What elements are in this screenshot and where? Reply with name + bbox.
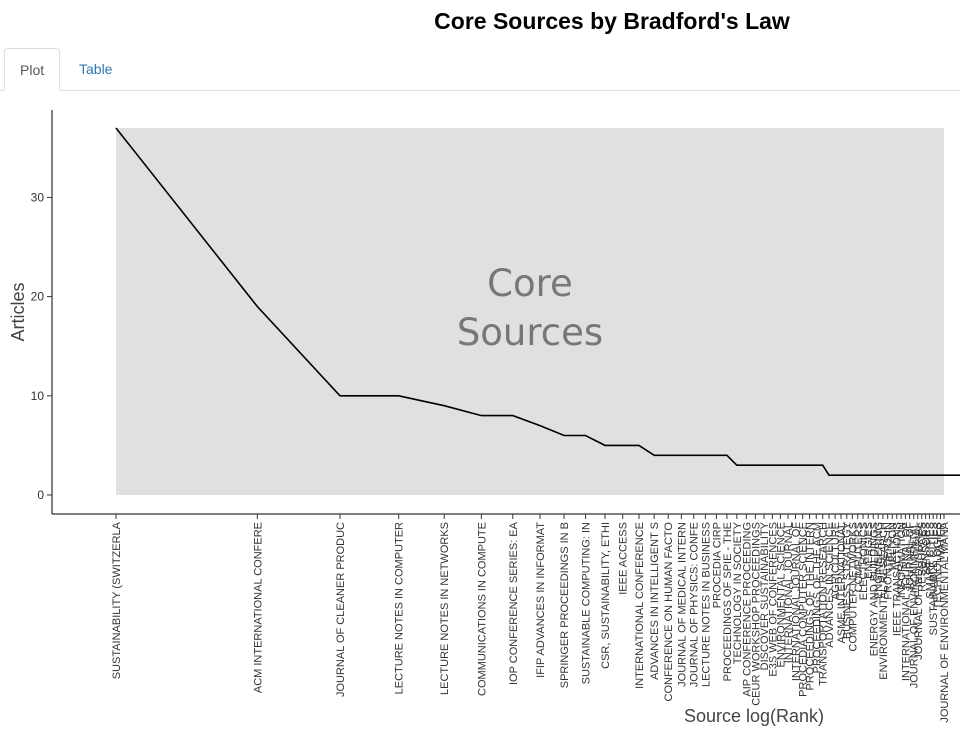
x-tick-label: PROCEDIA COMPUTER SCIENCE (798, 522, 810, 697)
x-tick-label: COMPUTERS (853, 522, 865, 592)
x-axis-label: Source log(Rank) (684, 706, 824, 726)
x-tick-label: CONFERENCE ON HUMAN FACTO (663, 522, 675, 702)
x-tick-label: COMMUNICATIONS IN COMPUTE (476, 522, 488, 696)
x-tick-label: ASME INTERNATIONAL (836, 522, 848, 643)
x-tick-label: INFORMATION (896, 522, 908, 598)
x-tick-label: AIP CONFERENCE PROCEEDING (741, 522, 753, 697)
x-tick-label: SUSTAINABLE CITIES (928, 522, 940, 636)
x-tick-label: ENERGY AND BUILDINGS (868, 522, 880, 656)
x-tick-label: JOURNAL OF ENVIRONMENTAL MANA (939, 521, 951, 722)
y-tick-label: 30 (31, 190, 45, 204)
x-tick-label: COMPUTER NETWORKS (847, 522, 859, 652)
x-tick-label: IOP CONFERENCE SERIES: EA (508, 521, 520, 685)
x-tick-label: SPRINGER PROCEEDINGS IN B (559, 522, 571, 688)
x-tick-label: ACM INTERNATIONAL CONFERE (252, 522, 264, 693)
x-tick-label: ELECTRONICS (858, 522, 870, 600)
x-tick-label: TECHNOLOGY IN SOCIETY (732, 521, 744, 664)
x-axis: SUSTAINABILITY (SWITZERLA ACM INTERNATION… (52, 513, 960, 723)
x-tick-label: AGRICULTURE (830, 522, 842, 600)
series-line (115, 127, 960, 476)
y-tick-label: 20 (31, 290, 45, 304)
x-tick-label: IEEE ACCESS (618, 522, 630, 595)
x-tick-label: PROCEDIA CIRP (711, 522, 723, 608)
x-tick-label: BUSINESS STRATEGY (842, 521, 854, 639)
x-tick-label: DISCOVER SUSTAINABILITY (759, 521, 771, 670)
x-tick-label: IFIP ADVANCES IN INFORMAT (535, 522, 547, 678)
x-tick-label: CEUR WORKSHOP PROCEEDINGS (750, 522, 762, 706)
tab-table[interactable]: Table (79, 61, 113, 77)
x-tick-label: ENVIRONMENTAL SCIENCE (775, 522, 787, 667)
x-tick-label: TECHNOLOGIES (932, 522, 944, 609)
x-tick-label: TRANSPORTATION RESEARCH (818, 522, 830, 686)
x-tick-label: LECTURE NOTES IN BUSINESS (700, 522, 712, 687)
x-tick-label: INTERNATIONAL CONFERENCE (634, 522, 646, 689)
y-axis: 0 10 20 30 (31, 110, 53, 514)
x-tick-label: SENSORS (921, 522, 933, 576)
x-tick-label: E3S WEB OF CONFERENCES (767, 522, 779, 677)
x-tick-label: SUSTAINABILITY (SWITZERLA (111, 521, 123, 679)
x-tick-label: RESOURCES (917, 522, 929, 592)
core-sources-annotation-line1: Core (487, 262, 573, 305)
x-tick-label: INTERNATIONAL JOURNAL (783, 522, 795, 663)
x-tick-label: FRONTIERS IN (883, 522, 895, 600)
core-sources-annotation-line2: Sources (457, 311, 603, 354)
x-tick-label: JOURNAL OF CLEANER PRODUC (335, 522, 347, 697)
x-tick-label: ENGINEERING (873, 522, 885, 599)
tab-plot[interactable]: Plot (4, 48, 60, 91)
x-tick-label: SUSTAINABLE COMPUTING: IN (581, 522, 593, 684)
y-axis-label: Articles (8, 282, 28, 341)
y-tick-label: 0 (37, 488, 44, 502)
x-tick-label: PROCEEDINGS OF THE ACM (811, 522, 823, 673)
x-tick-label: ADVANCES IN INTELLIGENT S (649, 522, 661, 680)
x-tick-label: JOURNAL OF INDUSTRIAL (913, 522, 925, 660)
core-sources-region (116, 128, 944, 495)
x-tick-label: LECTURE NOTES IN NETWORKS (439, 522, 451, 695)
x-tick-label: CSR, SUSTAINABILITY, ETHI (600, 522, 612, 669)
y-tick-label: 10 (31, 389, 45, 403)
x-tick-label: ADVANCES IN SCIENCE (824, 522, 836, 648)
x-tick-label: ENVIRONMENTAL RESEARCH (878, 522, 890, 680)
x-tick-label: JOURNAL OF PHYSICS: CONFE (689, 522, 701, 687)
x-tick-label: JOURNAL OF MEDICAL INTERN (676, 522, 688, 687)
x-tick-label: PROCEEDINGS OF THE INTERN (805, 522, 817, 691)
x-tick-label: INTERNATIONAL JOURNAL OF (900, 522, 912, 681)
x-tick-label: LECTURE NOTES IN COMPUTER (394, 522, 406, 694)
x-tick-label: JOURNAL OF (905, 522, 917, 592)
x-tick-label: JOURNAL OF ENVIRONMENTAL (909, 522, 921, 688)
x-tick-label: IEEE TRANSACTIONS (892, 522, 904, 636)
x-tick-label: INTERNATIONAL JOURNAL OF (790, 522, 802, 681)
x-tick-label: PROCEEDINGS OF SPIE - THE (722, 522, 734, 681)
chart-title: Core Sources by Bradford's Law (434, 8, 790, 34)
x-tick-label: SMART CITIES (924, 522, 936, 599)
tab-bar: Plot Table (0, 48, 960, 91)
x-tick-label: ENERGIES (863, 522, 875, 579)
x-tick-label: HELIYON (887, 522, 899, 570)
x-tick-label: WATER (935, 522, 947, 561)
